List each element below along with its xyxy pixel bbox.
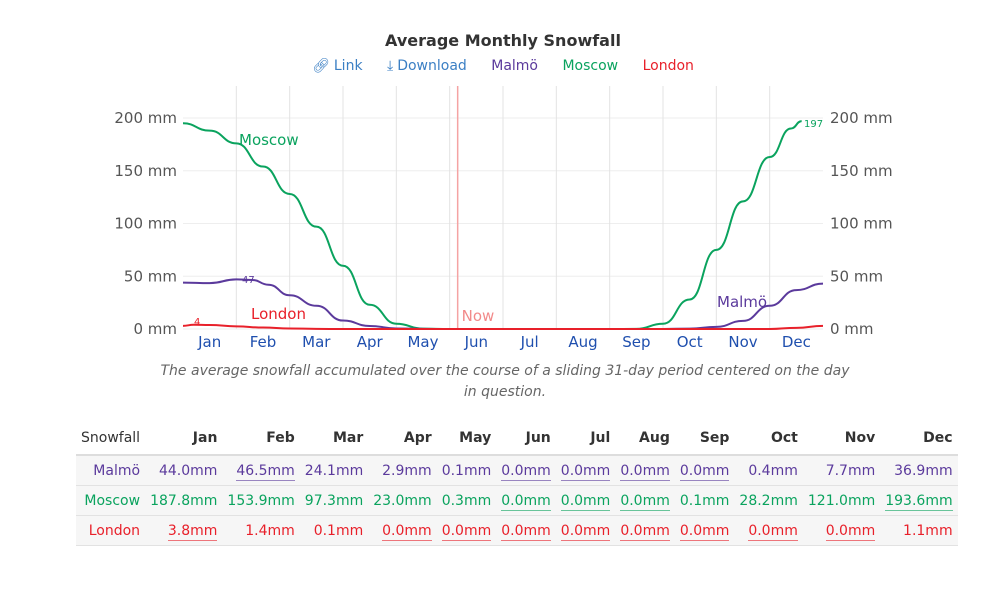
chart-title: Average Monthly Snowfall — [385, 31, 621, 50]
table-cell: 23.0mm — [368, 485, 437, 516]
table-row: London 3.8mm 1.4mm 0.1mm 0.0mm 0.0mm 0.0mm 0.0m… — [76, 515, 958, 546]
y-tick-left: 0 mm — [133, 320, 177, 338]
table-cell: 44.0mm — [145, 455, 223, 486]
y-tick-right: 100 mm — [830, 215, 893, 233]
row-label: Moscow — [76, 485, 146, 516]
y-tick-left: 100 mm — [114, 215, 177, 233]
y-tick-left: 200 mm — [114, 109, 177, 127]
column-header: Jan — [145, 424, 223, 456]
table-cell: 0.0mm — [674, 515, 735, 546]
row-label: London — [76, 515, 146, 546]
table-cell: 7.7mm — [802, 455, 881, 486]
table-cell: 0.0mm — [436, 515, 497, 546]
table-cell: 0.1mm — [674, 485, 735, 516]
y-tick-right: 150 mm — [830, 162, 893, 180]
table-cell: 0.0mm — [496, 485, 556, 516]
column-header: Feb — [222, 424, 300, 456]
peak-label: 4 — [194, 317, 200, 328]
chart-legend: 🔗︎ Link ⤓ Download Malmö Moscow London — [0, 58, 996, 74]
table-cell: 121.0mm — [802, 485, 881, 516]
peak-label: 197 — [804, 119, 823, 130]
link-button[interactable]: 🔗︎ Link — [312, 58, 363, 74]
month-label: Apr — [357, 333, 384, 351]
series-line-moscow — [182, 120, 802, 331]
legend-london[interactable]: London — [642, 58, 694, 74]
month-label: Oct — [677, 333, 703, 351]
y-tick-right: 50 mm — [830, 267, 883, 285]
month-label: Nov — [728, 333, 757, 351]
row-label: Malmö — [76, 455, 146, 486]
legend-malmo[interactable]: Malmö — [491, 58, 539, 74]
table-cell: 0.0mm — [615, 515, 675, 546]
link-icon: 🔗︎ — [312, 58, 330, 74]
month-label: Sep — [622, 333, 650, 351]
month-label: Aug — [568, 333, 597, 351]
table-cell: 2.9mm — [368, 455, 437, 486]
column-header: Jul — [555, 424, 616, 456]
month-label: Mar — [302, 333, 331, 351]
column-header: Apr — [368, 424, 437, 456]
snowfall-table: Snowfall Jan Feb Mar Apr May Jun Jul Aug Sep Oct No… — [76, 424, 958, 546]
peak-label: 47 — [242, 275, 255, 286]
now-label: Now — [462, 307, 495, 325]
column-header: Aug — [615, 424, 675, 456]
series-line-london — [182, 323, 824, 331]
table-cell: 0.0mm — [555, 485, 616, 516]
download-button[interactable]: ⤓ Download — [387, 58, 467, 74]
column-header: Oct — [734, 424, 803, 456]
column-header: Sep — [674, 424, 735, 456]
table-cell: 28.2mm — [734, 485, 803, 516]
column-header: Mar — [299, 424, 369, 456]
table-cell: 0.0mm — [555, 455, 616, 486]
series-label: Moscow — [239, 131, 299, 149]
table-cell: 0.1mm — [299, 515, 369, 546]
chart-caption: The average snowfall accumulated over th… — [160, 363, 850, 400]
column-header: Dec — [880, 424, 958, 456]
column-header: May — [436, 424, 497, 456]
table-cell: 0.3mm — [436, 485, 497, 516]
series-label: London — [251, 305, 306, 323]
month-label: Jun — [464, 333, 488, 351]
table-cell: 0.4mm — [734, 455, 803, 486]
table-cell: 1.4mm — [222, 515, 300, 546]
table-cell: 24.1mm — [299, 455, 369, 486]
table-row: Moscow 187.8mm 153.9mm 97.3mm 23.0mm 0.3mm 0.0… — [76, 485, 958, 516]
snowfall-chart: 0 mm 0 mm 50 mm 50 mm 100 mm 100 mm 150 mm 150 … — [114, 86, 893, 351]
download-icon: ⤓ — [387, 58, 394, 74]
table-cell: 97.3mm — [299, 485, 369, 516]
table-cell: 36.9mm — [880, 455, 958, 486]
table-cell: 0.0mm — [555, 515, 616, 546]
table-cell: 0.0mm — [802, 515, 881, 546]
row-header-title: Snowfall — [76, 424, 146, 456]
table-cell: 193.6mm — [880, 485, 958, 516]
table-cell: 3.8mm — [145, 515, 223, 546]
column-header: Nov — [802, 424, 881, 456]
month-label: Feb — [250, 333, 277, 351]
table-cell: 153.9mm — [222, 485, 300, 516]
month-label: May — [407, 333, 438, 351]
table-cell: 0.1mm — [436, 455, 497, 486]
y-tick-right: 200 mm — [830, 109, 893, 127]
table-cell: 0.0mm — [368, 515, 437, 546]
table-cell: 0.0mm — [674, 455, 735, 486]
month-label: Jan — [197, 333, 221, 351]
month-label: Jul — [520, 333, 539, 351]
y-tick-left: 150 mm — [114, 162, 177, 180]
table-cell: 0.0mm — [615, 485, 675, 516]
series-label: Malmö — [717, 293, 767, 311]
table-cell: 0.0mm — [496, 515, 556, 546]
month-label: Dec — [782, 333, 811, 351]
table-cell: 0.0mm — [734, 515, 803, 546]
table-cell: 1.1mm — [880, 515, 958, 546]
table-row: Malmö 44.0mm 46.5mm 24.1mm 2.9mm 0.1mm 0.0mm 0.… — [76, 455, 958, 486]
table-cell: 0.0mm — [496, 455, 556, 486]
y-tick-left: 50 mm — [124, 267, 177, 285]
table-cell: 46.5mm — [222, 455, 300, 486]
column-header: Jun — [496, 424, 556, 456]
legend-moscow[interactable]: Moscow — [562, 58, 619, 74]
table-cell: 0.0mm — [615, 455, 675, 486]
table-cell: 187.8mm — [145, 485, 223, 516]
y-tick-right: 0 mm — [830, 320, 874, 338]
